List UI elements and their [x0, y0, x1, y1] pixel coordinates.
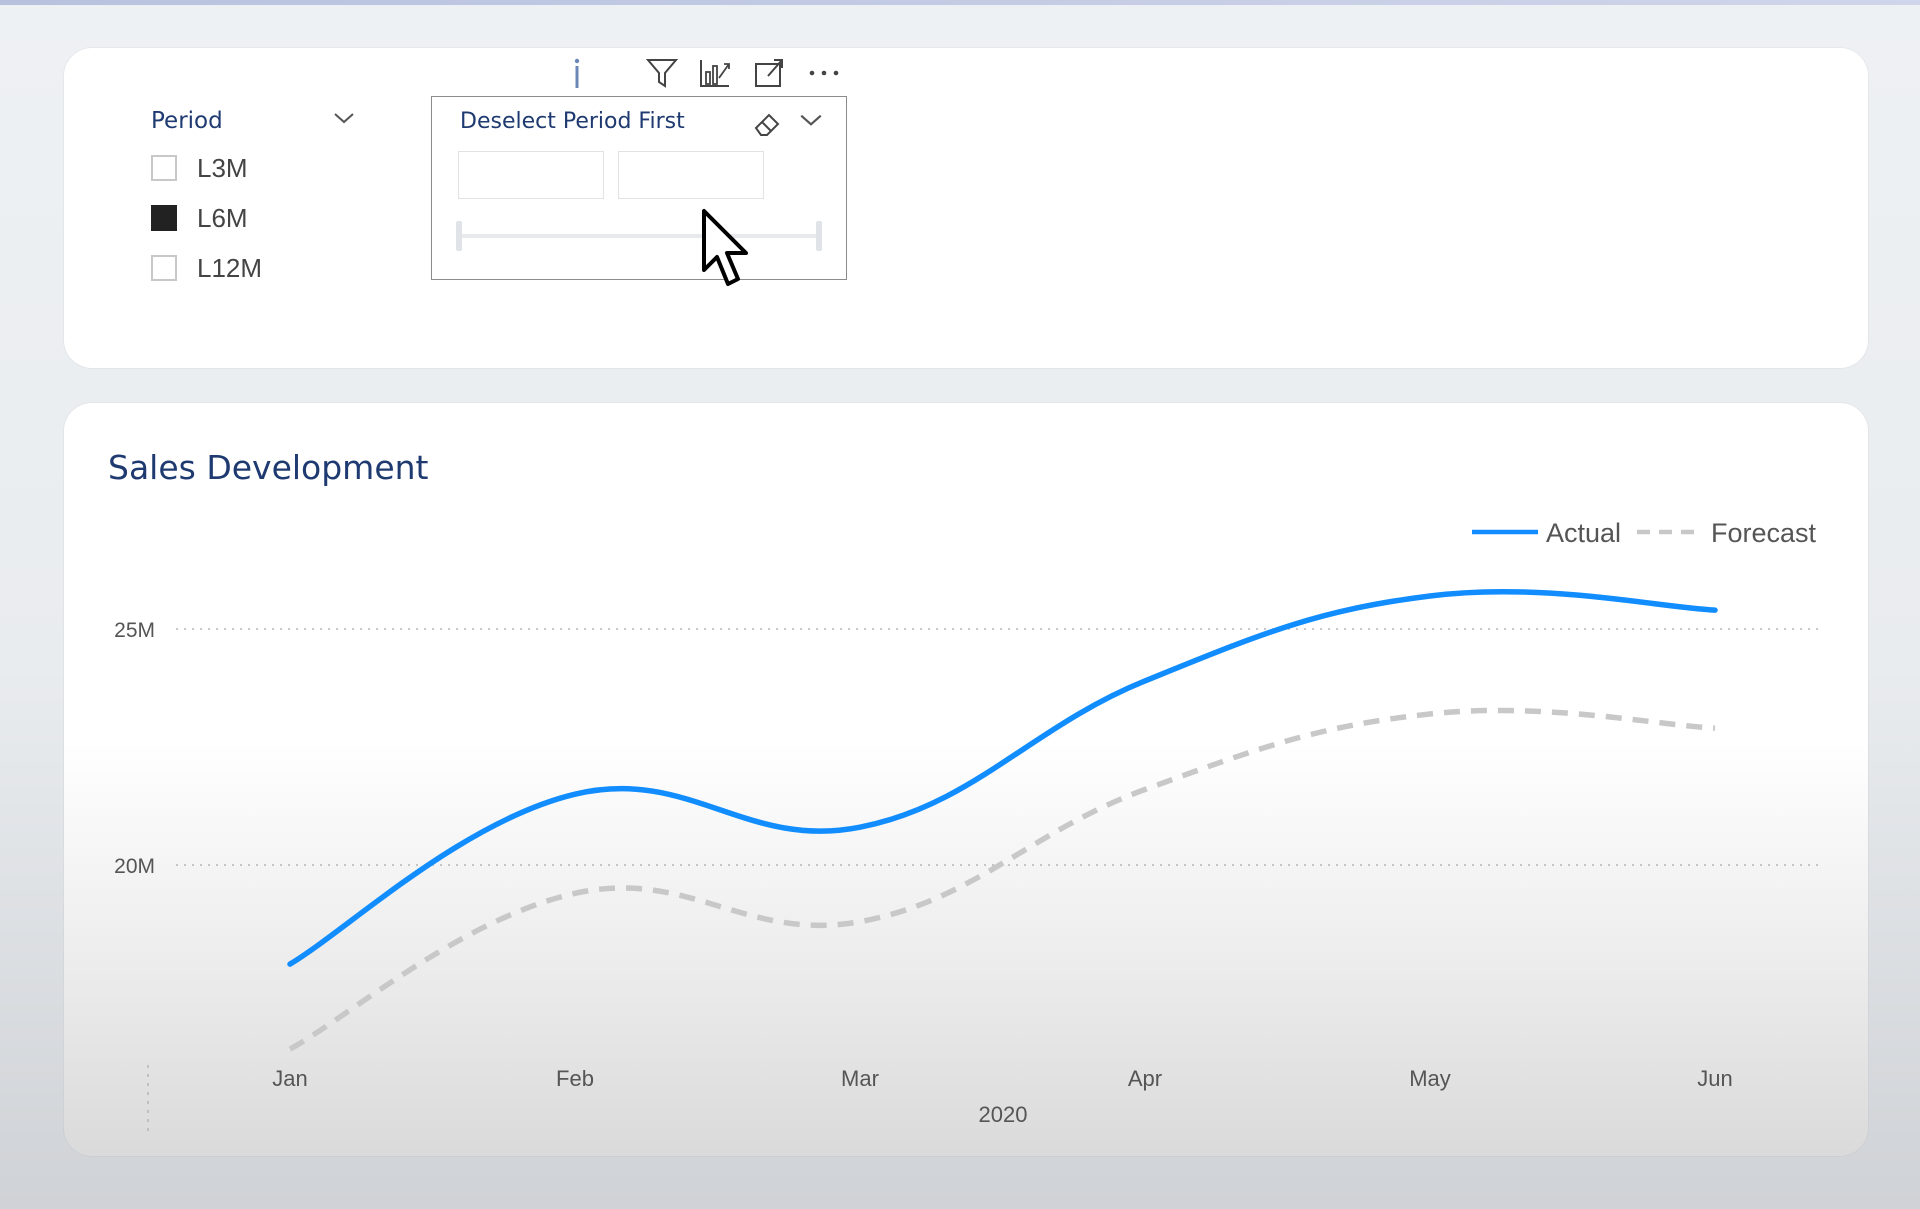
x-tick-label: Feb [556, 1066, 594, 1091]
y-tick-label: 20M [114, 855, 155, 878]
drill-icon[interactable] [698, 56, 732, 90]
y-tick-label: 25M [114, 619, 155, 642]
x-tick-label: Mar [841, 1066, 879, 1091]
option-label: L6M [197, 202, 248, 233]
checkbox-l3m[interactable] [151, 155, 177, 181]
period-option-l12m[interactable]: L12M [151, 253, 262, 283]
checkbox-l12m[interactable] [151, 255, 177, 281]
chart-title: Sales Development [108, 448, 429, 487]
option-label: L12M [197, 252, 263, 283]
option-label: L3M [197, 152, 248, 183]
period-slicer-title: Period [151, 108, 223, 134]
range-handle-end[interactable] [816, 221, 822, 251]
range-from-input[interactable] [458, 151, 604, 199]
filter-icon[interactable] [645, 56, 679, 90]
x-axis-title: 2020 [979, 1102, 1028, 1127]
checkbox-l6m[interactable] [151, 205, 177, 231]
chevron-down-icon[interactable] [798, 107, 824, 133]
range-slicer: Deselect Period First [431, 96, 847, 280]
legend-label-forecast: Forecast [1711, 518, 1817, 548]
x-tick-label: Jun [1697, 1066, 1732, 1091]
more-options-icon[interactable] [807, 56, 841, 90]
focus-mode-icon[interactable] [752, 56, 786, 90]
x-tick-label: Apr [1128, 1066, 1162, 1091]
chevron-down-icon[interactable] [332, 106, 356, 130]
chart-panel [64, 403, 1868, 1156]
mouse-pointer-icon [702, 209, 748, 286]
period-option-l3m[interactable]: L3M [151, 153, 248, 183]
range-track[interactable] [458, 234, 820, 238]
window-top-border [0, 0, 1920, 5]
range-to-input[interactable] [618, 151, 764, 199]
legend-label-actual: Actual [1546, 518, 1621, 548]
eraser-icon[interactable] [752, 109, 782, 139]
x-tick-label: May [1409, 1066, 1451, 1091]
series-line-forecast [288, 707, 1716, 1052]
period-option-l6m[interactable]: L6M [151, 203, 248, 233]
range-slicer-title: Deselect Period First [460, 109, 685, 134]
range-handle-start[interactable] [456, 221, 462, 251]
x-tick-label: Jan [272, 1066, 307, 1091]
slicer-panel [64, 48, 1868, 368]
series-line-actual [287, 588, 1718, 967]
info-icon[interactable] [560, 56, 594, 90]
